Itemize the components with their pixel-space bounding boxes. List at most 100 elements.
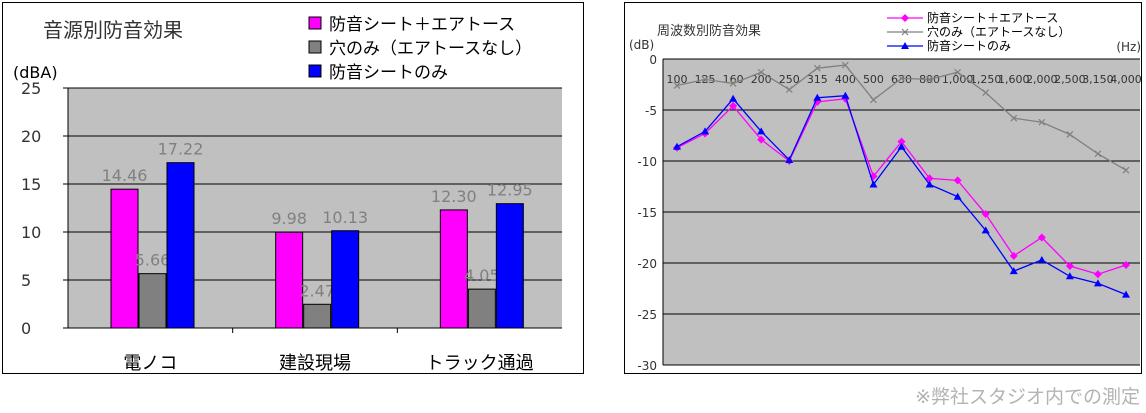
x-tick-label: 4,000	[1110, 73, 1142, 86]
y-tick-label: 20	[21, 127, 41, 146]
data-point	[673, 142, 681, 150]
data-point	[1037, 255, 1046, 263]
y-tick-label: 15	[21, 175, 41, 194]
data-point	[901, 42, 909, 49]
data-point	[982, 89, 990, 97]
y-tick-label: -20	[637, 257, 657, 271]
data-point	[1009, 267, 1018, 275]
data-point	[1065, 262, 1074, 271]
data-point	[897, 137, 906, 146]
data-point	[729, 80, 737, 87]
data-point	[841, 91, 850, 99]
data-point	[901, 14, 909, 22]
data-label: 12.30	[431, 187, 477, 206]
data-label: 5.66	[135, 251, 171, 270]
y-tick-label: -25	[637, 308, 657, 322]
data-label: 9.98	[271, 209, 307, 228]
footnote: ※弊社スタジオ内での測定	[915, 386, 1140, 408]
data-point	[841, 61, 849, 69]
x-tick-label: 250	[779, 73, 800, 86]
legend-label: 防音シートのみ	[927, 38, 1011, 53]
y-tick-label: 5	[21, 271, 31, 290]
bar	[495, 203, 524, 329]
legend-swatch	[308, 40, 322, 54]
x-tick-label: 3,150	[1082, 73, 1114, 86]
bar	[467, 288, 496, 329]
data-point	[757, 68, 765, 76]
data-point	[926, 75, 933, 83]
data-point	[901, 28, 909, 36]
chart-title: 周波数別防音効果	[657, 23, 761, 39]
data-label: 17.22	[158, 140, 204, 159]
data-point	[701, 75, 709, 83]
data-point	[729, 101, 738, 110]
y-tick-label: -15	[637, 206, 657, 220]
data-point	[953, 176, 962, 185]
bar	[439, 209, 468, 329]
y-tick-label: 25	[21, 79, 41, 98]
y-tick-label: 0	[649, 53, 657, 67]
data-point	[1038, 118, 1046, 126]
data-point	[1093, 270, 1102, 279]
y-tick-label: -5	[645, 104, 657, 118]
data-point	[1065, 272, 1074, 280]
x-axis-unit: (Hz)	[1116, 40, 1141, 54]
x-tick-label: 1,600	[998, 73, 1030, 86]
data-label: 12.95	[487, 181, 533, 200]
y-axis-unit: (dB)	[629, 38, 654, 52]
data-point	[897, 142, 906, 150]
bar	[138, 273, 167, 329]
y-tick-label: 0	[21, 319, 31, 338]
data-point	[925, 174, 934, 183]
legend-label: 防音シートのみ	[329, 63, 448, 83]
data-point	[729, 94, 738, 102]
data-label: 10.13	[322, 208, 368, 227]
data-point	[757, 127, 766, 135]
bar	[303, 303, 332, 329]
legend-label: 穴のみ（エアトースなし）	[927, 24, 1070, 39]
data-label: 2.47	[299, 281, 335, 300]
bar	[166, 162, 195, 329]
x-tick-label: 1,250	[970, 73, 1002, 86]
legend-swatch	[308, 64, 322, 78]
x-tick-label: 2,500	[1054, 73, 1086, 86]
line-chart-panel: 0 -5 -10 -15 -20 -25 -30 100 125 160 200 250 315 400 5…	[624, 2, 1142, 374]
data-point	[785, 155, 794, 163]
data-point	[813, 93, 822, 101]
data-label: 14.46	[102, 166, 148, 185]
legend-swatch	[308, 16, 322, 30]
data-label: 4.05	[464, 266, 500, 285]
x-tick-label: 400	[835, 73, 856, 86]
data-point	[1093, 279, 1102, 287]
chart-title: 音源別防音効果	[43, 18, 183, 42]
data-point	[981, 226, 990, 234]
x-tick-label: トラック通過	[426, 353, 534, 374]
data-point	[925, 180, 934, 188]
data-point	[1122, 290, 1130, 298]
data-point	[1066, 131, 1074, 138]
data-point	[1010, 114, 1018, 122]
data-point	[701, 127, 710, 135]
y-tick-label: 10	[21, 223, 41, 242]
data-point	[869, 180, 878, 188]
x-tick-label: 電ノコ	[123, 353, 177, 374]
data-point	[673, 82, 681, 89]
data-point	[1094, 150, 1102, 158]
x-tick-label: 2,000	[1026, 73, 1058, 86]
legend-label: 防音シート＋エアトース	[329, 15, 515, 35]
data-point	[785, 86, 793, 94]
y-tick-label: -10	[637, 155, 657, 169]
x-tick-label: 建設現場	[279, 353, 351, 374]
bar	[110, 188, 139, 329]
x-tick-label: 100	[667, 73, 688, 86]
bar-chart: 0 5 10 15 20 25 14.46 5.66 17.22 電ノコ 9.98 2.47 10.13…	[13, 15, 562, 374]
legend-label: 穴のみ（エアトースなし）	[329, 39, 532, 59]
bar-chart-panel: 0 5 10 15 20 25 14.46 5.66 17.22 電ノコ 9.98 2.47 10.13…	[2, 2, 584, 374]
y-axis-unit: (dBA)	[13, 63, 58, 82]
data-point	[1122, 261, 1130, 270]
legend-label: 防音シート＋エアトース	[927, 10, 1058, 25]
data-point	[898, 74, 905, 82]
bar	[331, 230, 360, 329]
x-tick-label: 1,000	[942, 73, 974, 86]
